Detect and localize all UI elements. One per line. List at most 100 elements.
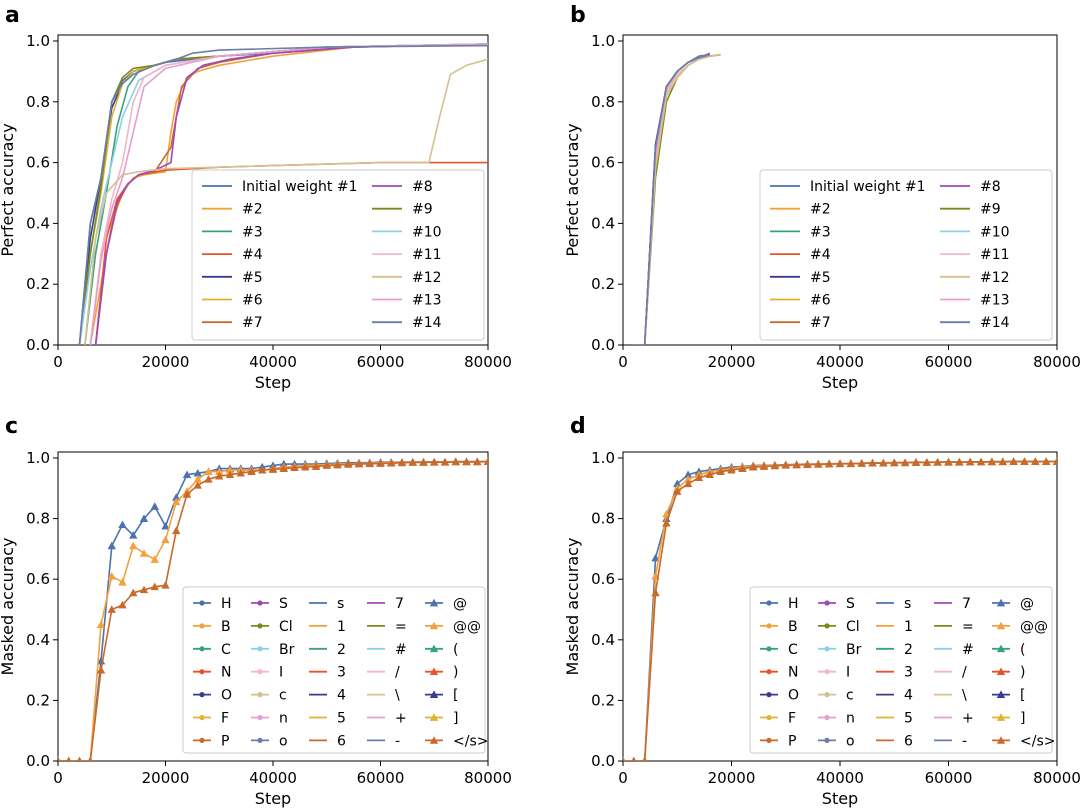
legend-entry: N bbox=[193, 665, 231, 681]
series-point-</s> bbox=[344, 460, 353, 468]
legend-entry: 2 bbox=[876, 642, 913, 658]
legend-label: = bbox=[962, 619, 974, 635]
legend-label: @ bbox=[1020, 596, 1034, 612]
legend-entry: I bbox=[251, 665, 283, 681]
legend-entry: 7 bbox=[934, 596, 971, 612]
series-point-</s> bbox=[651, 588, 660, 597]
legend-marker bbox=[766, 737, 772, 744]
legend-entry: #10 bbox=[940, 224, 1010, 240]
legend-marker bbox=[766, 623, 772, 629]
x-axis-label: Step bbox=[255, 373, 291, 392]
series-point-</s> bbox=[966, 457, 975, 466]
series-line-#10 bbox=[633, 53, 711, 345]
legend-label: 2 bbox=[337, 642, 346, 658]
x-tick-label: 80000 bbox=[464, 353, 512, 371]
x-tick-label: 20000 bbox=[708, 769, 756, 787]
panel-d: d 0 20000 40000 60000 80000 0.0 0.2 0.4 0.6 0.8 1.0… bbox=[563, 414, 1080, 808]
y-tick-label: 0.6 bbox=[591, 570, 615, 588]
series-point-</s> bbox=[107, 605, 116, 613]
legend-label: B bbox=[221, 619, 231, 635]
series-point-</s> bbox=[215, 471, 224, 480]
series-point-</s> bbox=[803, 460, 812, 469]
legend-entry: B bbox=[760, 619, 798, 635]
x-axis-label: Step bbox=[255, 789, 291, 808]
legend-entry: + bbox=[934, 711, 974, 727]
legend-label: I bbox=[279, 665, 283, 681]
legend-label: #12 bbox=[412, 270, 442, 286]
series-point-</s> bbox=[976, 457, 986, 466]
legend-label: O bbox=[221, 688, 232, 704]
series-point-</s> bbox=[268, 465, 278, 473]
legend-marker bbox=[996, 713, 1006, 721]
legend-marker bbox=[429, 621, 439, 630]
y-tick-label: 0.0 bbox=[591, 752, 615, 770]
plot-area bbox=[623, 457, 1057, 761]
panel-letter-c: c bbox=[5, 414, 18, 439]
y-tick-label: 0.4 bbox=[591, 214, 615, 232]
legend-label: \ bbox=[395, 688, 400, 704]
series-point-</s> bbox=[451, 457, 460, 466]
series-point-</s> bbox=[814, 460, 823, 468]
legend-label: #9 bbox=[980, 202, 1001, 218]
legend-label: Initial weight #1 bbox=[242, 179, 357, 195]
legend-entry: #2 bbox=[202, 202, 263, 218]
legend-marker bbox=[996, 667, 1006, 676]
legend-label: 4 bbox=[337, 688, 346, 704]
panel-letter-a: a bbox=[5, 3, 20, 28]
series-point-</s> bbox=[846, 459, 856, 468]
legend-c: HBCNOFPSClBrIcnos1234567=#/\+-@@@()[]</s… bbox=[182, 586, 488, 754]
legend-marker bbox=[824, 737, 830, 744]
legend-marker bbox=[257, 623, 263, 629]
series-line-#3 bbox=[633, 53, 711, 345]
series-point-@ bbox=[107, 541, 116, 550]
series-point-</s> bbox=[311, 462, 321, 470]
legend-entry: 6 bbox=[876, 733, 913, 749]
legend-entry: Cl bbox=[251, 619, 293, 635]
legend-label: 6 bbox=[904, 733, 913, 749]
x-tick-label: 0 bbox=[618, 353, 628, 371]
legend-marker bbox=[766, 669, 772, 675]
series-point-</s> bbox=[1020, 457, 1029, 465]
series-point-</s> bbox=[236, 468, 245, 477]
series-point-</s> bbox=[440, 458, 450, 466]
legend-label: #4 bbox=[810, 247, 831, 263]
legend-entry: 4 bbox=[876, 688, 913, 704]
legend-marker bbox=[766, 692, 772, 698]
series-point-@@ bbox=[118, 578, 127, 586]
y-tick-label: 0.8 bbox=[591, 510, 615, 528]
series-point-</s> bbox=[204, 475, 213, 483]
legend-label: / bbox=[395, 665, 400, 681]
legend-label: + bbox=[395, 711, 407, 727]
x-tick-label: 40000 bbox=[816, 353, 864, 371]
series-point-@@ bbox=[172, 497, 181, 506]
legend-label: #11 bbox=[980, 247, 1010, 263]
legend-label: s bbox=[337, 596, 344, 612]
legend-label: C bbox=[221, 642, 231, 658]
series-line-#13 bbox=[633, 53, 711, 345]
legend-entry: Initial weight #1 bbox=[202, 179, 357, 195]
legend-entry: Initial weight #1 bbox=[770, 179, 925, 195]
legend-entry: O bbox=[193, 688, 232, 704]
legend-label: @ bbox=[453, 596, 467, 612]
series-point-@ bbox=[673, 479, 682, 488]
legend-marker bbox=[257, 692, 263, 698]
legend-entry: #6 bbox=[202, 293, 263, 309]
series-point-</s> bbox=[824, 459, 834, 468]
x-tick-label: 20000 bbox=[142, 769, 190, 787]
series-point-</s> bbox=[408, 458, 417, 466]
legend-entry: </s> bbox=[425, 733, 488, 749]
series-point-</s> bbox=[727, 465, 736, 474]
series-point-</s> bbox=[397, 458, 407, 467]
y-tick-label: 0.6 bbox=[26, 154, 50, 172]
series-point-@@ bbox=[139, 549, 149, 557]
series-point-@@ bbox=[161, 535, 170, 544]
legend-marker bbox=[824, 669, 830, 675]
legend-label: #14 bbox=[412, 315, 442, 331]
series-point-</s> bbox=[781, 461, 790, 469]
y-tick-label: 0.4 bbox=[26, 631, 50, 649]
series-point-@ bbox=[683, 470, 693, 479]
series-point-</s> bbox=[879, 458, 888, 467]
plot-area bbox=[58, 457, 488, 761]
series-line-#7 bbox=[633, 53, 711, 345]
